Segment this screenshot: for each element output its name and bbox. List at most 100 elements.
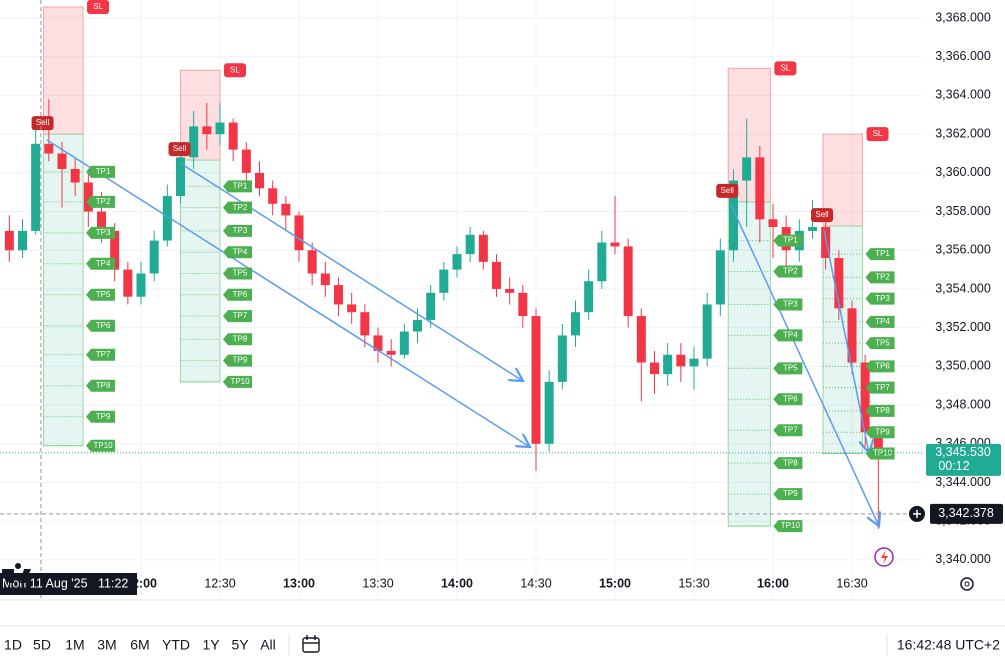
target-label: TP7 [96, 350, 111, 359]
target-tag [865, 337, 895, 350]
x-tick-label: 13:00 [283, 576, 315, 590]
candle-body [123, 269, 133, 297]
target-tag [865, 426, 895, 439]
candle-body [663, 354, 673, 375]
target-label: TP7 [783, 425, 798, 434]
calendar-icon[interactable] [302, 635, 320, 653]
target-tag [86, 439, 116, 452]
target-tag [773, 234, 803, 247]
target-label: TP6 [783, 394, 798, 403]
x-tick-label: 15:30 [678, 576, 709, 590]
target-tag [223, 288, 252, 301]
candle-body [808, 227, 817, 231]
target-tag [773, 362, 803, 375]
y-tick-label: 3,344.000 [935, 475, 991, 489]
stop-label: SL [93, 2, 103, 11]
target-label: TP9 [783, 489, 798, 498]
y-tick-label: 3,354.000 [935, 281, 991, 295]
stop-tag [774, 61, 797, 76]
candle-body [149, 240, 159, 274]
target-tag [773, 265, 803, 278]
target-tag [223, 224, 252, 237]
candle-body [4, 230, 14, 251]
stop-tag [866, 127, 889, 142]
target-label: TP8 [233, 334, 248, 343]
target-tag [865, 292, 895, 305]
y-tick-label: 3,352.000 [935, 320, 991, 334]
y-tick-label: 3,358.000 [935, 204, 991, 218]
y-tick-label: 3,350.000 [935, 359, 991, 373]
candle-body [873, 432, 883, 453]
candle-body [110, 230, 120, 270]
stop-tag [87, 0, 110, 14]
target-label: TP4 [96, 259, 111, 268]
candle-body [360, 312, 370, 336]
x-tick-label: 15:00 [599, 576, 631, 590]
range-button[interactable]: 1D [4, 637, 22, 653]
target-tag [865, 271, 895, 284]
candle-body [729, 180, 738, 251]
candle-body [255, 172, 264, 189]
candle-body [189, 126, 199, 158]
range-button[interactable]: YTD [162, 637, 190, 653]
target-label: TP3 [783, 300, 798, 309]
y-tick-label: 3,348.000 [935, 397, 991, 411]
side-label: Sell [36, 118, 50, 127]
x-tick-label: 14:30 [520, 576, 551, 590]
target-label: TP9 [96, 412, 111, 421]
trend-arrows [46, 139, 879, 526]
target-label: TP5 [875, 338, 890, 347]
candle-body [715, 250, 725, 305]
arrow [179, 162, 523, 381]
candle-body [650, 362, 659, 375]
clock: 16:42:48 UTC+2 [897, 637, 1000, 653]
last-price-box [926, 443, 1001, 476]
candle-body [136, 273, 146, 297]
candle-body [478, 234, 488, 262]
crosshair-time: 11:22 [98, 576, 128, 590]
axes: 3,340.0003,342.0003,344.0003,346.0003,34… [0, 10, 1003, 595]
range-button[interactable]: 3M [97, 637, 116, 653]
target-label: TP6 [875, 361, 890, 370]
candle-body [505, 288, 515, 293]
settings-icon[interactable] [960, 577, 974, 591]
candle-body [439, 269, 449, 293]
target-tag [223, 375, 252, 388]
y-tick-label: 3,368.000 [935, 10, 991, 24]
arrow [823, 229, 869, 453]
candle-body [31, 143, 41, 231]
candle-body [755, 157, 765, 220]
candle-body [702, 304, 712, 359]
lightning-icon[interactable] [874, 547, 894, 567]
stop-label: SL [780, 63, 790, 72]
target-label: TP10 [94, 441, 114, 450]
candle-body [531, 316, 541, 444]
side-label: Sell [721, 186, 735, 195]
target-tag [223, 354, 252, 367]
candle-body [821, 227, 831, 258]
candle-body [518, 292, 528, 317]
x-tick-label: 16:30 [836, 576, 867, 590]
range-button[interactable]: 5Y [231, 637, 249, 653]
target-label: TP8 [783, 458, 798, 467]
range-button[interactable]: All [260, 637, 276, 653]
side-tag [716, 183, 739, 198]
target-label: TP4 [875, 317, 890, 326]
candle-body [215, 122, 225, 135]
target-tag [86, 165, 116, 178]
target-label: TP10 [781, 521, 801, 530]
target-tag [865, 248, 895, 261]
target-tag [865, 360, 895, 373]
target-tag [223, 267, 252, 280]
range-button[interactable]: 1Y [202, 637, 220, 653]
candle-body [83, 182, 93, 212]
candle-body [860, 362, 870, 433]
range-button[interactable]: 5D [33, 637, 51, 653]
range-button[interactable]: 1M [65, 637, 84, 653]
range-button[interactable]: 6M [130, 637, 149, 653]
target-tag [86, 257, 116, 270]
target-tag [86, 319, 116, 332]
target-label: TP2 [96, 197, 111, 206]
tv-logo [2, 563, 31, 583]
candles [4, 99, 883, 529]
